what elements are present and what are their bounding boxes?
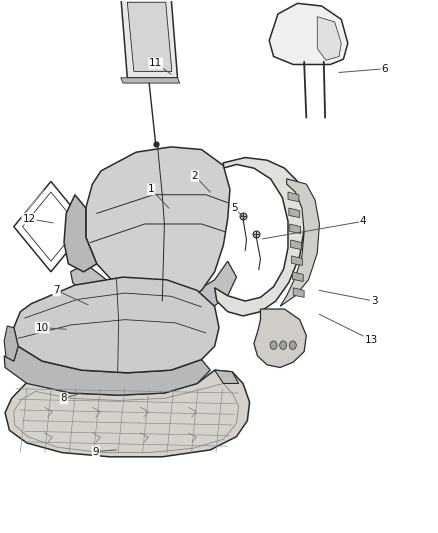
Text: 12: 12 — [22, 214, 36, 224]
Text: 9: 9 — [92, 447, 99, 456]
Text: 13: 13 — [364, 335, 378, 345]
Polygon shape — [215, 158, 304, 316]
Polygon shape — [317, 17, 341, 60]
Polygon shape — [121, 0, 177, 78]
Circle shape — [270, 341, 277, 350]
Text: 3: 3 — [371, 296, 377, 306]
Polygon shape — [290, 240, 301, 249]
Polygon shape — [290, 224, 300, 233]
Polygon shape — [86, 147, 230, 304]
Polygon shape — [254, 309, 306, 368]
Text: 5: 5 — [231, 203, 237, 213]
Text: 8: 8 — [61, 393, 67, 403]
Polygon shape — [269, 3, 348, 64]
Polygon shape — [71, 261, 237, 324]
Polygon shape — [4, 346, 210, 395]
Polygon shape — [5, 370, 250, 457]
Text: 4: 4 — [360, 216, 367, 227]
Polygon shape — [127, 2, 172, 71]
Polygon shape — [292, 272, 303, 281]
Text: 6: 6 — [381, 64, 388, 74]
Polygon shape — [64, 195, 97, 272]
Polygon shape — [293, 288, 304, 297]
Polygon shape — [4, 326, 18, 361]
Text: 7: 7 — [53, 286, 60, 295]
Circle shape — [280, 341, 287, 350]
Polygon shape — [288, 192, 299, 201]
Polygon shape — [14, 277, 219, 373]
Circle shape — [289, 341, 296, 350]
Polygon shape — [121, 78, 180, 83]
Polygon shape — [291, 256, 302, 265]
Polygon shape — [215, 370, 239, 383]
Text: 1: 1 — [148, 184, 155, 195]
Text: 2: 2 — [192, 171, 198, 181]
Polygon shape — [289, 208, 300, 217]
Text: 10: 10 — [35, 322, 49, 333]
Polygon shape — [280, 179, 319, 306]
Text: 11: 11 — [149, 59, 162, 68]
